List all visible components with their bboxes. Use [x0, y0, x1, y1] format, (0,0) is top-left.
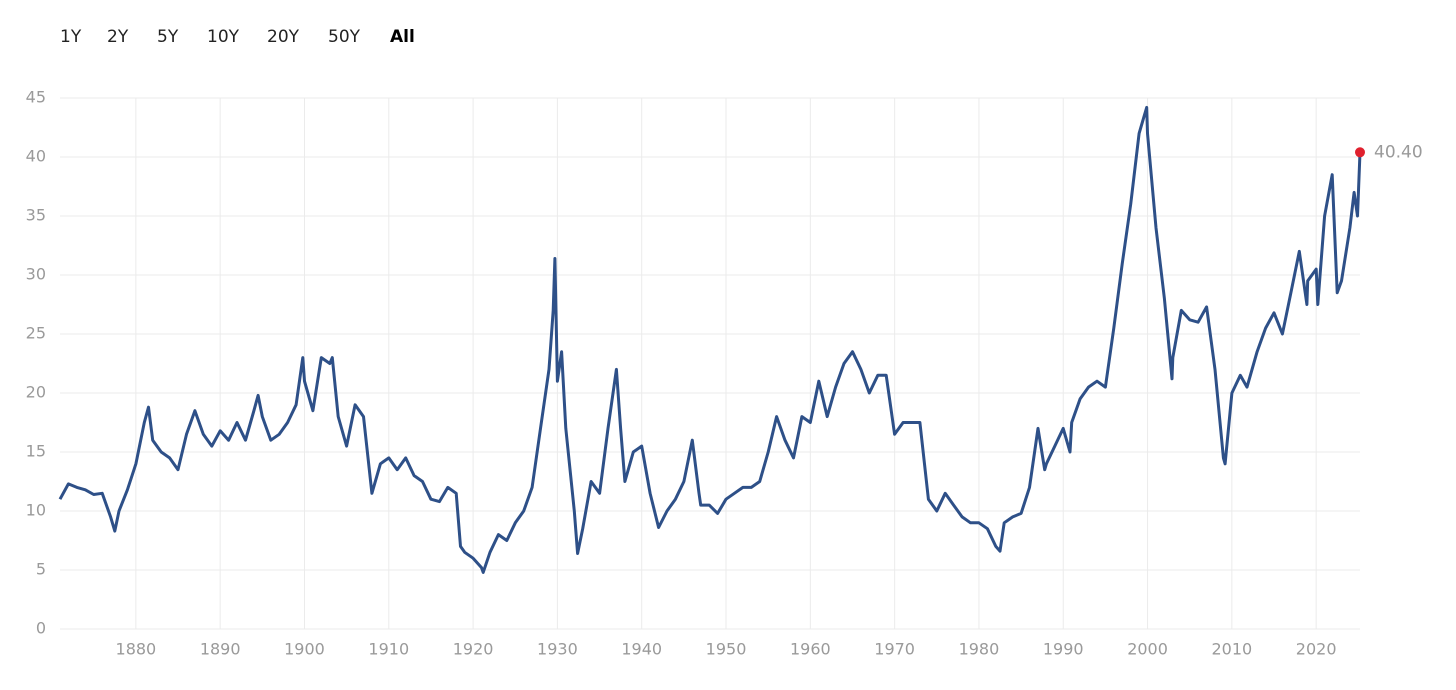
range-button[interactable]: 50Y — [328, 27, 361, 47]
x-tick-label: 1900 — [284, 640, 325, 659]
x-tick-label: 1880 — [116, 640, 157, 659]
range-button[interactable]: 5Y — [157, 27, 179, 47]
y-tick-label: 45 — [26, 88, 46, 107]
y-tick-label: 25 — [26, 324, 46, 343]
range-button[interactable]: 2Y — [107, 27, 129, 47]
x-tick-label: 1960 — [790, 640, 831, 659]
x-tick-label: 2000 — [1127, 640, 1168, 659]
y-tick-label: 35 — [26, 206, 46, 225]
range-button[interactable]: 20Y — [267, 27, 300, 47]
x-tick-label: 1930 — [537, 640, 578, 659]
x-tick-label: 1940 — [621, 640, 662, 659]
x-tick-label: 2010 — [1211, 640, 1252, 659]
last-point-marker — [1355, 147, 1365, 158]
last-value-label: 40.40 — [1374, 142, 1423, 162]
x-tick-label: 1890 — [200, 640, 241, 659]
x-tick-label: 1980 — [959, 640, 1000, 659]
range-button[interactable]: 1Y — [60, 27, 82, 47]
x-tick-label: 1990 — [1043, 640, 1084, 659]
x-tick-label: 1910 — [368, 640, 409, 659]
x-tick-label: 1920 — [453, 640, 494, 659]
range-button[interactable]: 10Y — [207, 27, 240, 47]
range-button[interactable]: All — [390, 27, 415, 47]
y-tick-label: 40 — [26, 147, 46, 166]
x-tick-label: 2020 — [1296, 640, 1337, 659]
y-tick-label: 5 — [36, 560, 46, 579]
y-tick-label: 0 — [36, 619, 46, 638]
data-line — [58, 105, 1362, 574]
y-tick-label: 15 — [26, 442, 46, 461]
x-tick-label: 1950 — [706, 640, 747, 659]
x-tick-label: 1970 — [874, 640, 915, 659]
y-tick-label: 30 — [26, 265, 46, 284]
y-tick-label: 20 — [26, 383, 46, 402]
y-tick-label: 10 — [26, 501, 46, 520]
